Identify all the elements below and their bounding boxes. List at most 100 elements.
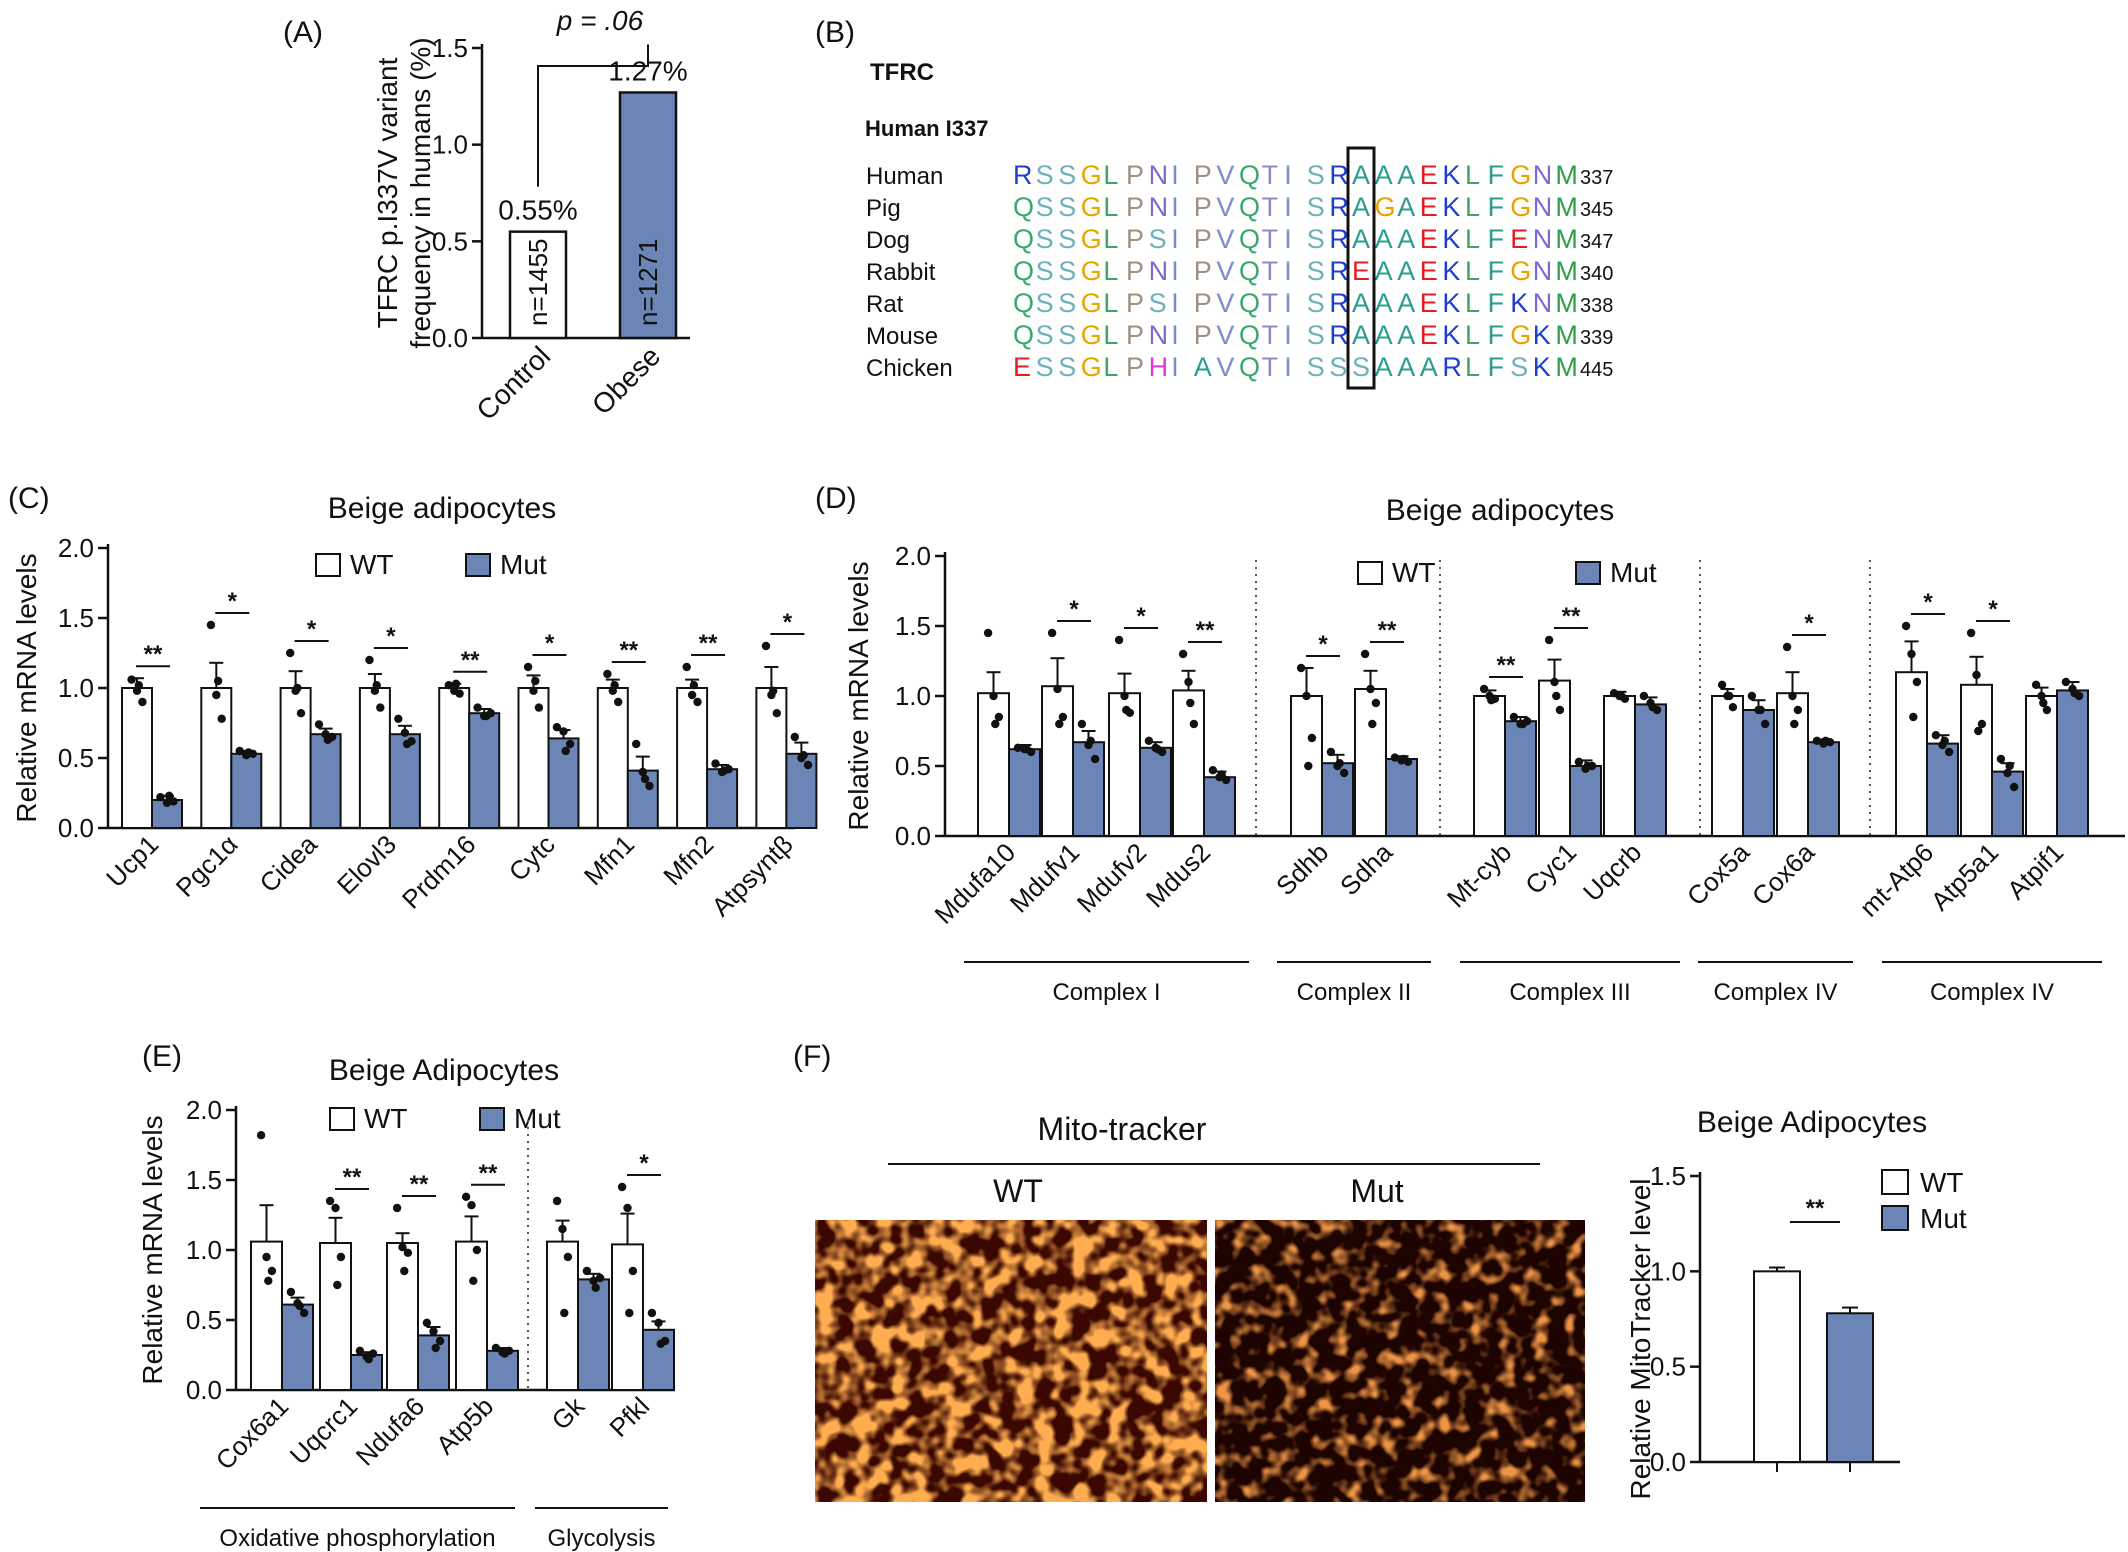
data-point: [610, 681, 619, 690]
micrograph-wt-label: WT: [993, 1173, 1043, 1209]
residue: A: [1352, 288, 1370, 318]
residue: I: [1284, 288, 1292, 318]
significance-stars: **: [699, 630, 718, 657]
data-point: [1479, 684, 1489, 694]
residue: A: [1375, 160, 1393, 190]
residue: N: [1149, 160, 1169, 190]
data-point: [336, 1252, 346, 1262]
data-point: [1966, 628, 1976, 638]
significance-stars: *: [639, 1150, 649, 1177]
x-category-label: Cox6a1: [210, 1391, 295, 1476]
micrograph-mut-cells: [1215, 1220, 1585, 1502]
C-y-tick-label: 0.0: [58, 813, 94, 843]
E-y-tick-label: 2.0: [186, 1095, 222, 1125]
group-label: Complex IV: [1713, 979, 1837, 1006]
residue: I: [1171, 288, 1179, 318]
residue: G: [1081, 352, 1102, 382]
data-point: [638, 767, 647, 777]
data-point: [1047, 628, 1057, 638]
panel-label-b: (B): [815, 16, 855, 49]
data-point: [994, 712, 1004, 722]
residue: L: [1465, 160, 1480, 190]
x-category-label: Atpif1: [2001, 837, 2069, 905]
data-point: [325, 1196, 335, 1206]
bar-mut: [350, 1354, 383, 1391]
residue: T: [1262, 320, 1279, 350]
x-category-label: Cox6a: [1746, 837, 1821, 912]
group-label: Complex I: [1052, 979, 1160, 1006]
data-point: [1090, 754, 1100, 764]
residue: S: [1352, 352, 1370, 382]
residue: M: [1555, 352, 1578, 382]
residue: R: [1329, 288, 1349, 318]
F-y-tick-label: 1.0: [1650, 1256, 1686, 1286]
bar-mut: [1569, 765, 1602, 837]
data-point: [206, 620, 216, 630]
x-category-label: Cyc1: [1519, 837, 1582, 900]
residue: M: [1555, 256, 1578, 286]
data-point: [560, 1308, 569, 1318]
residue: A: [1420, 352, 1438, 382]
residue: I: [1171, 352, 1179, 382]
residue: A: [1397, 192, 1415, 222]
significance-stars: **: [1196, 617, 1215, 644]
residue: S: [1510, 352, 1528, 382]
residue: G: [1081, 160, 1102, 190]
data-point: [1812, 736, 1822, 745]
residue: S: [1307, 320, 1325, 350]
residue: Q: [1239, 288, 1260, 318]
residue: N: [1533, 192, 1553, 222]
data-point: [1302, 691, 1311, 701]
data-point: [1217, 770, 1226, 779]
residue: F: [1488, 192, 1505, 222]
significance-stars: **: [619, 637, 638, 664]
species-label: Rat: [866, 291, 904, 318]
residue: Q: [1239, 320, 1260, 350]
sequence-row: QS S GL P N I P V QT I S R A GA E K L F GN M: [1013, 192, 1578, 222]
data-point: [1120, 691, 1129, 701]
residue: N: [1533, 160, 1553, 190]
data-point: [1335, 759, 1344, 768]
data-point: [552, 1196, 562, 1206]
data-point: [376, 703, 385, 712]
bar-wt: [455, 1240, 488, 1391]
sequence-row: R S S GL P N I P V QT I S R A A A E K L F GN M: [1013, 160, 1578, 190]
significance-stars: **: [1806, 1195, 1825, 1222]
residue: S: [1036, 320, 1054, 350]
legend-mut-label: Mut: [1920, 1203, 1967, 1234]
panel-label-d: (D): [815, 482, 857, 515]
panel-label-c: (C): [8, 482, 50, 515]
residue: L: [1465, 224, 1480, 254]
residue: R: [1442, 352, 1462, 382]
residue: S: [1036, 192, 1054, 222]
residue: I: [1284, 256, 1292, 286]
residue: H: [1149, 352, 1169, 382]
data-point: [1944, 747, 1954, 757]
data-point: [689, 681, 699, 690]
residue: K: [1442, 256, 1460, 286]
bar-mut: [486, 1349, 519, 1392]
data-point: [2070, 689, 2079, 698]
bar-mut: [1385, 758, 1418, 837]
x-category-label: Control: [470, 340, 556, 426]
data-point: [403, 1248, 413, 1258]
bar-wt: [596, 687, 629, 829]
residue: L: [1103, 352, 1118, 382]
residue: R: [1329, 224, 1349, 254]
data-point: [1114, 635, 1124, 645]
A-y-tick-label: 0.5: [432, 226, 468, 256]
residue-number: 347: [1580, 231, 1613, 253]
residue: E: [1420, 256, 1438, 286]
data-point: [1793, 705, 1803, 715]
data-point: [1583, 761, 1592, 771]
data-point: [295, 1301, 304, 1311]
E-y-tick-label: 0.0: [186, 1375, 222, 1405]
legend-wt-label: WT: [1920, 1167, 1964, 1198]
residue-number: 340: [1580, 263, 1613, 285]
legend-wt-label: WT: [350, 549, 394, 580]
residue: A: [1352, 160, 1370, 190]
data-point: [803, 760, 813, 770]
data-point: [299, 1308, 309, 1318]
residue: V: [1216, 352, 1234, 382]
